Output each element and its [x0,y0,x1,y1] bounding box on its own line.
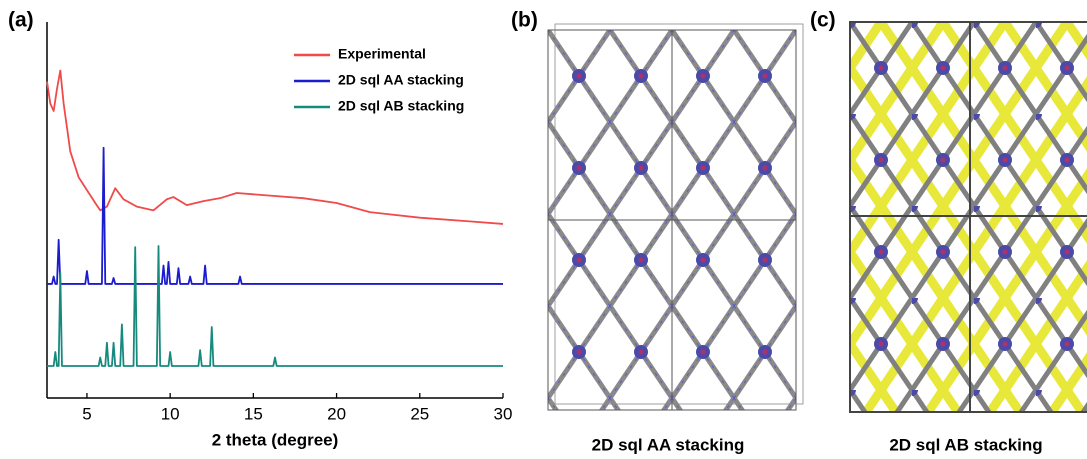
figure: (a) (b) (c) 2D sql AA stacking 2D sql AB… [0,0,1087,459]
caption: 2D sql AA stacking [592,435,745,454]
series-line [47,246,503,366]
structure-ab [850,22,1087,412]
structure-aa [548,24,803,410]
x-tick-label: 25 [410,404,429,423]
x-tick-label: 15 [244,404,263,423]
panel-label: (c) [810,9,836,32]
x-tick-label: 10 [161,404,180,423]
x-tick-label: 20 [327,404,346,423]
legend-label: Experimental [338,46,426,62]
legend-label: 2D sql AB stacking [338,98,464,114]
panel-label: (a) [8,9,34,32]
panel-label: (b) [511,9,538,32]
series-line [47,148,503,284]
x-tick-label: 30 [494,404,513,423]
series-line [47,70,503,223]
x-axis-label: 2 theta (degree) [212,430,339,449]
x-tick-label: 5 [82,404,91,423]
caption: 2D sql AB stacking [889,435,1042,454]
legend-label: 2D sql AA stacking [338,72,464,88]
